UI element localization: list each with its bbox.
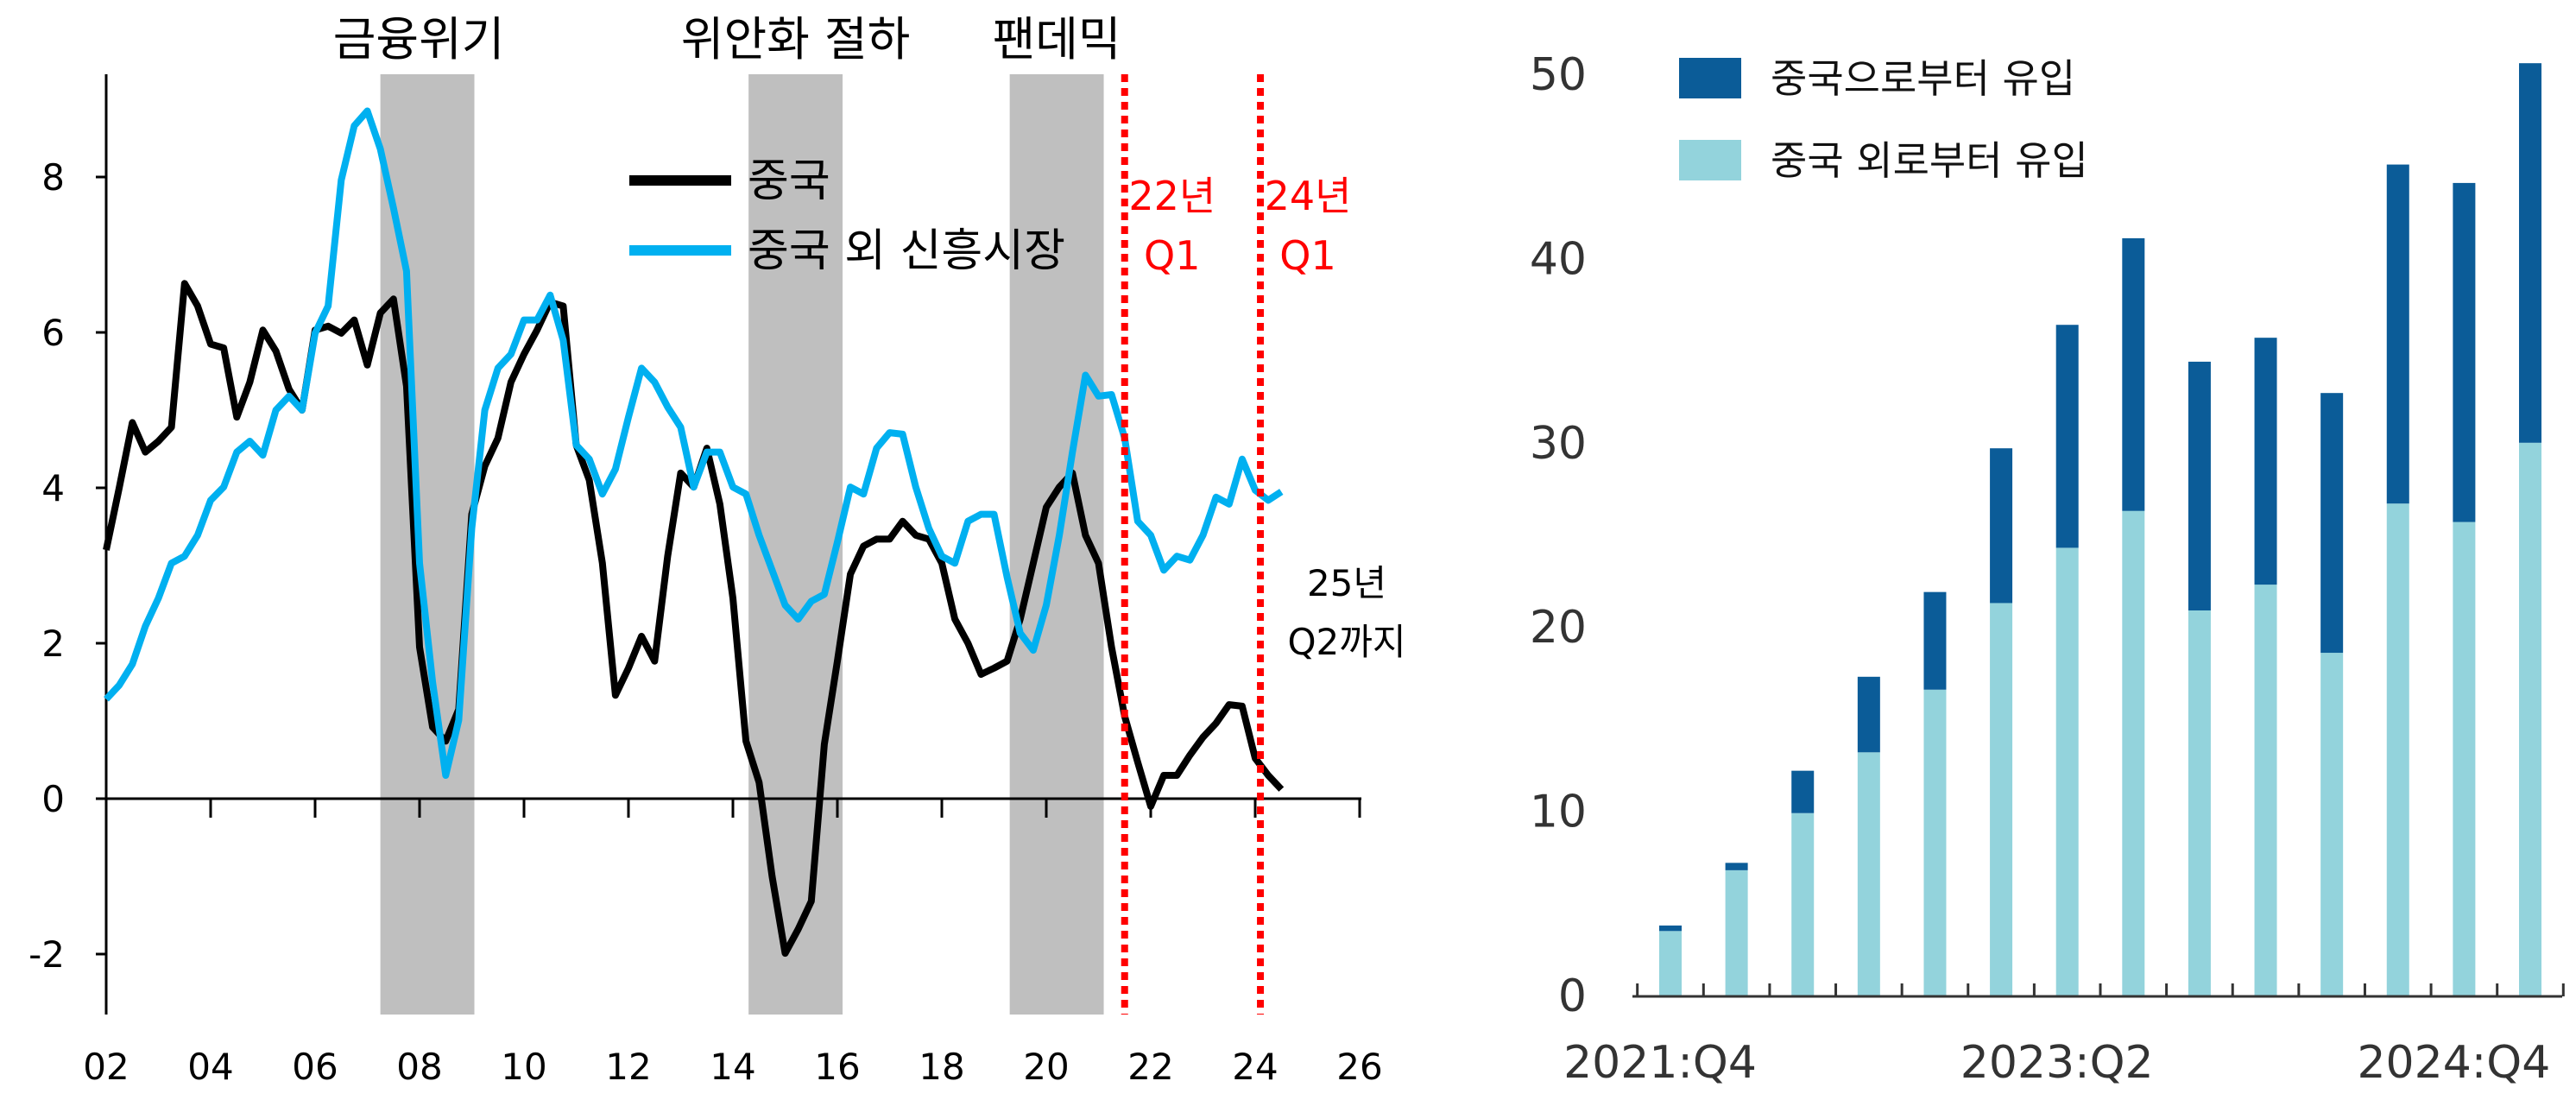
x-tick-label: 08 [396,1046,442,1088]
bar-segment-china [2386,164,2409,504]
bar-segment-ex-china [1923,689,1947,996]
x-tick-label: 26 [1336,1046,1382,1088]
bar-segment-china [1659,925,1682,932]
bar-segment-china [2453,182,2476,522]
annotation-label: Q2까지 [1287,621,1405,663]
x-tick-label: 18 [919,1046,964,1088]
x-tick-label: 06 [292,1046,338,1088]
y-tick-label: -2 [28,933,65,976]
x-tick-label: 16 [814,1046,860,1088]
x-tick-label: 22 [1127,1046,1173,1088]
bar-segment-ex-china [2320,653,2344,996]
x-tick-label: 02 [83,1046,129,1088]
x-tick-label: 24 [1232,1046,1278,1088]
bar-segment-ex-china [2519,442,2541,996]
shaded-period-label: 위안화 절하 [681,12,911,66]
bar-segment-ex-china [1659,931,1682,996]
bar-segment-ex-china [2055,547,2079,996]
bar-segment-china [2122,237,2145,511]
bar-segment-ex-china [1725,869,1748,996]
bar-segment-ex-china [2188,610,2211,996]
x-tick-label: 12 [605,1046,651,1088]
legend-label: 중국 외로부터 유입 [1771,137,2088,184]
bar-segment-china [1857,676,1880,753]
y-tick-label: 6 [41,312,65,354]
bar-segment-china [1791,770,1815,813]
y-tick-label: 50 [1530,49,1587,101]
bar-segment-ex-china [2122,510,2145,996]
legend-label: 중국으로부터 유입 [1771,55,2075,102]
bar-segment-china [2320,393,2344,654]
legend-label: 중국 외 신흥시장 [748,225,1065,277]
series-line-china [103,280,1285,958]
y-tick-label: 10 [1530,787,1587,838]
bar-segment-ex-china [2453,522,2476,996]
bar-segment-ex-china [2254,585,2277,996]
x-tick-label: 10 [501,1046,546,1088]
vertical-marker-label: 24년 [1265,173,1352,219]
y-tick-label: 8 [41,156,65,199]
series-line-em-ex-china [104,107,1284,779]
shaded-period-label: 금융위기 [333,12,505,66]
bar-segment-china [1990,448,2013,604]
x-tick-label: 2023:Q2 [1960,1037,2154,1089]
legend-label: 중국 [748,155,830,207]
y-tick-label: 20 [1530,602,1587,654]
bar-segment-ex-china [1791,812,1815,996]
legend-swatch [1679,58,1741,98]
y-tick-label: 0 [41,778,65,820]
y-tick-label: 4 [41,467,65,509]
y-tick-label: 2 [41,623,65,665]
bar-segment-china [2254,338,2277,585]
legend-swatch [1679,140,1741,180]
y-tick-label: 0 [1558,970,1587,1022]
y-tick-label: 40 [1530,233,1587,285]
x-tick-label: 2024:Q4 [2357,1037,2550,1089]
annotation-label: 25년 [1307,562,1386,604]
bar-segment-ex-china [2386,503,2409,996]
x-tick-label: 20 [1023,1046,1069,1088]
bar-segment-china [2519,63,2541,443]
bar-segment-china [2055,325,2079,548]
stacked-bar-chart: 0 10 20 30 40 50 2021:Q4 2023:Q2 2024:Q4 중국으로부터 유… [1530,49,2565,1089]
bar-segment-china [2188,361,2211,610]
x-tick-label: 04 [187,1046,233,1088]
vertical-marker-label: 22년 [1128,173,1215,219]
bar-segment-ex-china [1990,603,2013,996]
x-tick-label: 14 [710,1046,755,1088]
y-tick-label: 30 [1530,418,1587,470]
bar-segment-china [1725,863,1748,870]
bar-segment-china [1923,591,1947,690]
x-tick-label: 2021:Q4 [1563,1037,1757,1089]
vertical-marker-label: Q1 [1144,232,1200,279]
bar-segment-ex-china [1857,752,1880,996]
shaded-period-label: 팬데믹 [993,12,1121,66]
vertical-marker-label: Q1 [1279,232,1335,279]
